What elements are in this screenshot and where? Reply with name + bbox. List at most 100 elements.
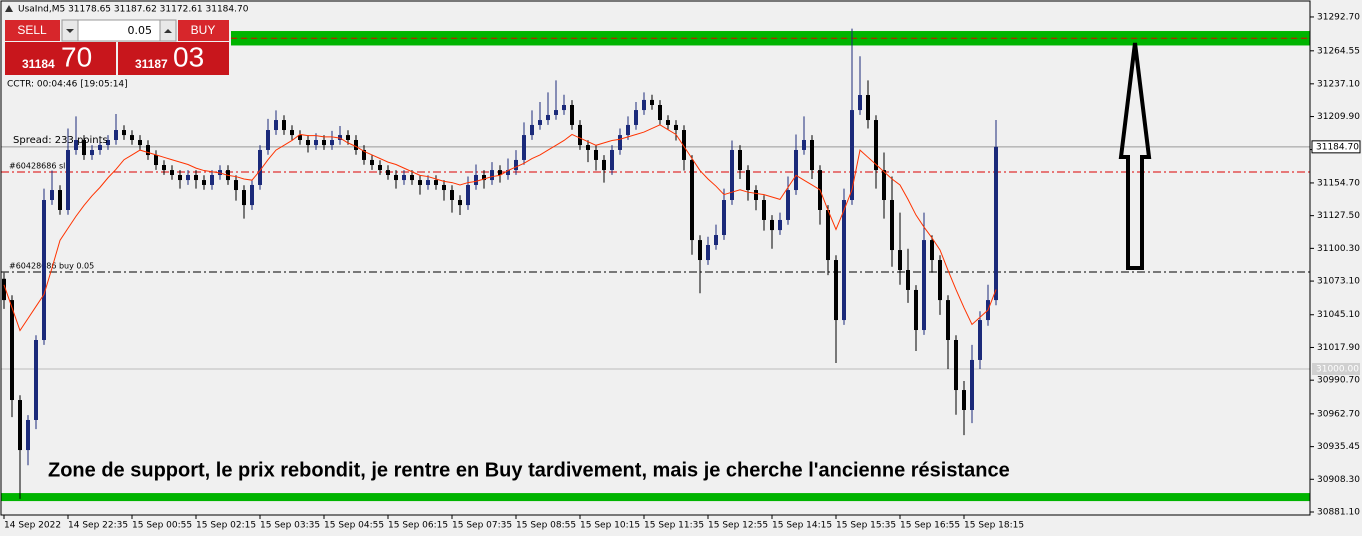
order-label: #60428686 buy 0.05 [9,262,94,271]
candle-body [698,240,702,261]
candle-body [634,110,638,125]
candle-body [970,359,974,411]
candle-body [34,340,38,420]
x-tick-label: 15 Sep 06:15 [388,521,448,531]
candle-body [250,184,254,206]
candle-body [602,159,606,171]
candle-body [98,145,102,150]
candle-body [242,190,246,206]
x-tick-label: 15 Sep 14:15 [772,521,832,531]
lot-down-icon [66,29,74,33]
candle-body [314,139,318,146]
buy-button[interactable] [178,20,229,41]
buy-price-main: 31187 [135,57,168,71]
candle-body [370,159,374,166]
spread: Spread: 233 points [13,135,108,146]
candle-body [642,99,646,111]
y-tick-label: 31017.90 [1317,343,1360,353]
candle-body [586,145,590,150]
candle-body [890,200,894,251]
candle-body [410,174,414,181]
annotation: Zone de support, le prix rebondit, je re… [48,459,1010,481]
candle-body [914,289,918,331]
candle-body [266,130,270,150]
candle-body [290,130,294,136]
buy-price-box[interactable] [118,42,229,75]
round-level-tag [1312,362,1360,375]
candle-body [882,170,886,201]
round-level-label: 31000.00 [1316,364,1359,374]
candle-body [554,110,558,115]
candle-body [514,159,518,171]
y-tick-label: 30990.70 [1317,376,1360,386]
x-tick-label: 15 Sep 16:55 [900,521,960,531]
y-tick-label: 31209.90 [1317,112,1360,122]
sell-price-box[interactable] [5,42,116,75]
candle-body [442,184,446,191]
candle-body [274,120,278,131]
candle-body [810,139,814,171]
sell-label: SELL [17,23,47,37]
x-tick-label: 15 Sep 07:35 [452,521,512,531]
candle-body [546,114,550,121]
current-price-label: 31184.70 [1316,142,1359,152]
candle-body [130,135,134,140]
candle-body [418,180,422,185]
candle-body [938,260,942,301]
candle-body [50,190,54,201]
sell-price-tail: 70 [61,41,92,72]
current-price-tag [1311,140,1361,154]
candle-body [754,190,758,201]
candle-body [26,419,30,451]
candle-body [722,200,726,236]
candle-body [482,174,486,181]
candle-body [922,240,926,331]
lot-field[interactable] [61,19,177,42]
candle-body [386,170,390,175]
candle-body [538,120,542,125]
x-tick-label: 15 Sep 12:55 [708,521,768,531]
sell-button[interactable] [5,20,60,41]
y-tick-label: 30881.10 [1317,507,1360,517]
candle-body [674,124,678,131]
candle-body [746,170,750,191]
candle-body [82,139,86,156]
candle-body [90,149,94,156]
candle-body [210,174,214,185]
candle-body [18,400,22,451]
candle-body [714,235,718,245]
candle-body [146,145,150,156]
candle-body [354,139,358,150]
candle-body [10,300,14,401]
candle-body [186,174,190,181]
candle-body [578,124,582,146]
candle-body [850,110,854,201]
candle-body [234,180,238,191]
header: UsaInd,M5 31178.65 31187.62 31172.61 311… [18,5,249,15]
candle-body [258,149,262,185]
plot-area: #60428686 sl #60428686 buy 0.05 [1,28,1310,502]
candle-body [994,146,998,301]
candle-body [522,135,526,160]
candle-body [786,190,790,220]
candle-body [770,219,774,231]
support-line [1,493,1310,502]
candle-body [962,390,966,411]
candle-body [666,120,670,125]
candle-body [906,270,910,290]
candle-body [834,260,838,321]
candle-body [2,278,6,301]
candle-body [378,165,382,171]
arrow [1118,42,1152,270]
candle-body [706,244,710,261]
candle-body [322,139,326,146]
candle-body [842,200,846,321]
candle-body [730,149,734,201]
candle-body [778,219,782,231]
candle-body [194,174,198,181]
candle-body [138,139,142,146]
candle-body [930,240,934,261]
y-tick-label: 31292.70 [1317,12,1360,22]
